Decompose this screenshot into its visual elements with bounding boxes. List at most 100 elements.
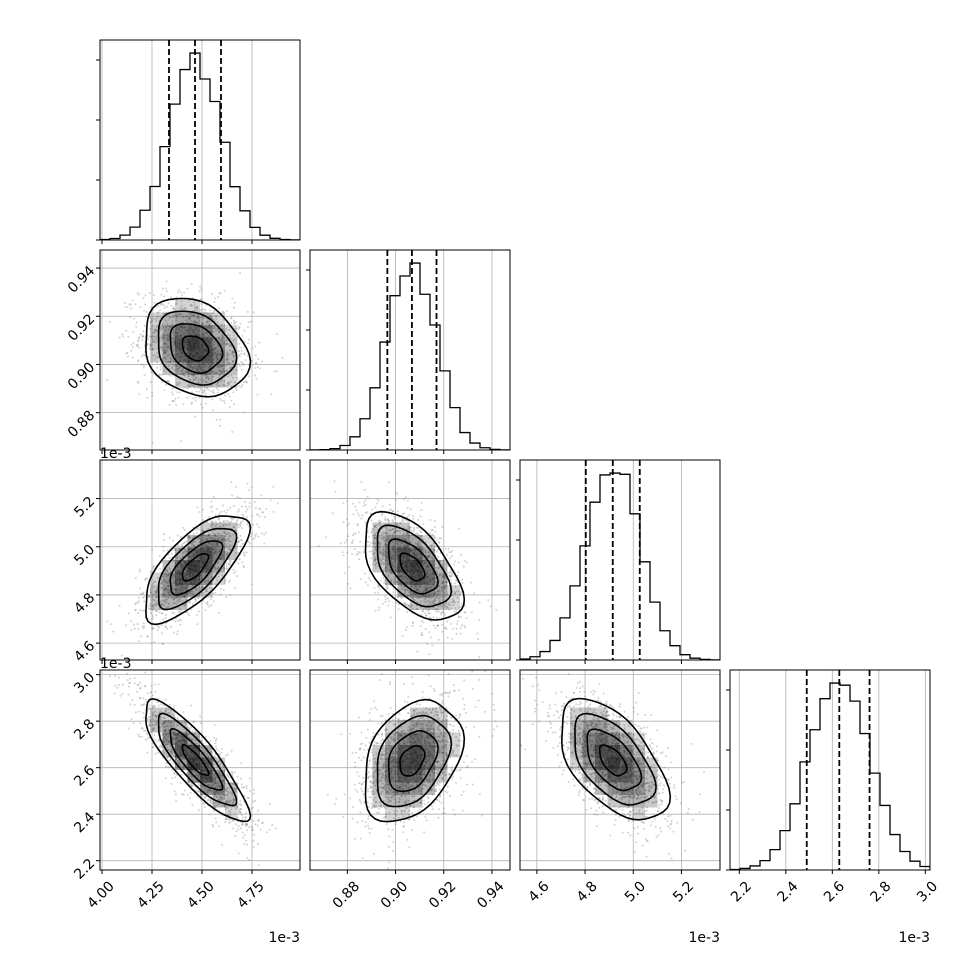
sample-point (401, 537, 404, 540)
sample-point (385, 530, 388, 533)
sample-point (227, 551, 230, 554)
sample-point (199, 722, 202, 725)
sample-point (167, 361, 170, 364)
sample-point (198, 316, 201, 319)
sample-point (217, 365, 220, 368)
sample-point (387, 535, 390, 538)
sample-point (161, 381, 164, 384)
sample-point (142, 627, 145, 630)
histogram-step (310, 262, 510, 450)
sample-point (143, 609, 146, 612)
sample-point (164, 334, 167, 337)
sample-point (415, 589, 418, 592)
sample-point (174, 397, 177, 400)
sample-point (205, 602, 208, 605)
sample-point (342, 520, 345, 523)
sample-point (198, 319, 201, 322)
sample-point (188, 318, 191, 321)
sample-point (373, 537, 376, 540)
sample-point (210, 604, 213, 607)
sample-point (168, 374, 171, 377)
sample-point (176, 370, 179, 373)
density-cell (200, 522, 213, 535)
sample-point (199, 794, 202, 797)
sample-point (121, 692, 124, 695)
sample-point (199, 377, 202, 380)
sample-point (214, 352, 217, 355)
sample-point (424, 588, 427, 591)
sample-point (150, 335, 153, 338)
sample-point (374, 536, 377, 539)
sample-point (243, 500, 246, 503)
sample-point (238, 326, 241, 329)
sample-point (167, 336, 170, 339)
sample-point (382, 551, 385, 554)
sample-point (150, 317, 153, 320)
sample-point (394, 560, 397, 563)
sample-point (198, 386, 201, 389)
sample-point (389, 580, 392, 583)
sample-point (404, 589, 407, 592)
sample-point (449, 570, 452, 573)
sample-point (189, 378, 192, 381)
sample-point (187, 321, 190, 324)
sample-point (404, 496, 407, 499)
sample-point (182, 402, 185, 405)
sample-point (447, 608, 450, 611)
sample-point (225, 369, 228, 372)
sample-point (231, 494, 234, 497)
sample-point (386, 563, 389, 566)
sample-point (214, 520, 217, 523)
sample-point (204, 589, 207, 592)
sample-point (149, 327, 152, 330)
sample-point (205, 311, 208, 314)
sample-point (394, 491, 397, 494)
sample-point (223, 520, 226, 523)
sample-point (223, 510, 226, 513)
sample-point (155, 722, 158, 725)
sample-point (241, 384, 244, 387)
sample-point (215, 353, 218, 356)
sample-point (159, 365, 162, 368)
density-cell (175, 375, 188, 388)
sample-point (152, 354, 155, 357)
sample-point (441, 586, 444, 589)
sample-point (251, 359, 254, 362)
sample-point (148, 335, 151, 338)
sample-point (151, 567, 154, 570)
sample-point (175, 384, 178, 387)
sample-point (404, 519, 407, 522)
sample-point (406, 587, 409, 590)
sample-point (209, 800, 212, 803)
sample-point (165, 569, 168, 572)
sample-point (223, 786, 226, 789)
sample-point (417, 533, 420, 536)
sample-point (217, 322, 220, 325)
sample-point (143, 309, 146, 312)
sample-point (157, 577, 160, 580)
sample-point (172, 732, 175, 735)
sample-point (411, 624, 414, 627)
sample-point (425, 554, 428, 557)
sample-point (213, 372, 216, 375)
sample-point (136, 622, 139, 625)
sample-point (207, 791, 210, 794)
sample-point (211, 543, 214, 546)
sample-point (218, 384, 221, 387)
sample-point (238, 350, 241, 353)
sample-point (199, 388, 202, 391)
sample-point (235, 369, 238, 372)
sample-point (173, 549, 176, 552)
sample-point (228, 334, 231, 337)
sample-point (220, 533, 223, 536)
sample-point (190, 774, 193, 777)
sample-point (228, 535, 231, 538)
sample-point (416, 543, 419, 546)
sample-point (452, 604, 455, 607)
sample-point (171, 307, 174, 310)
sample-point (171, 753, 174, 756)
sample-point (215, 748, 218, 751)
sample-point (167, 605, 170, 608)
sample-point (197, 790, 200, 793)
sample-point (138, 346, 141, 349)
